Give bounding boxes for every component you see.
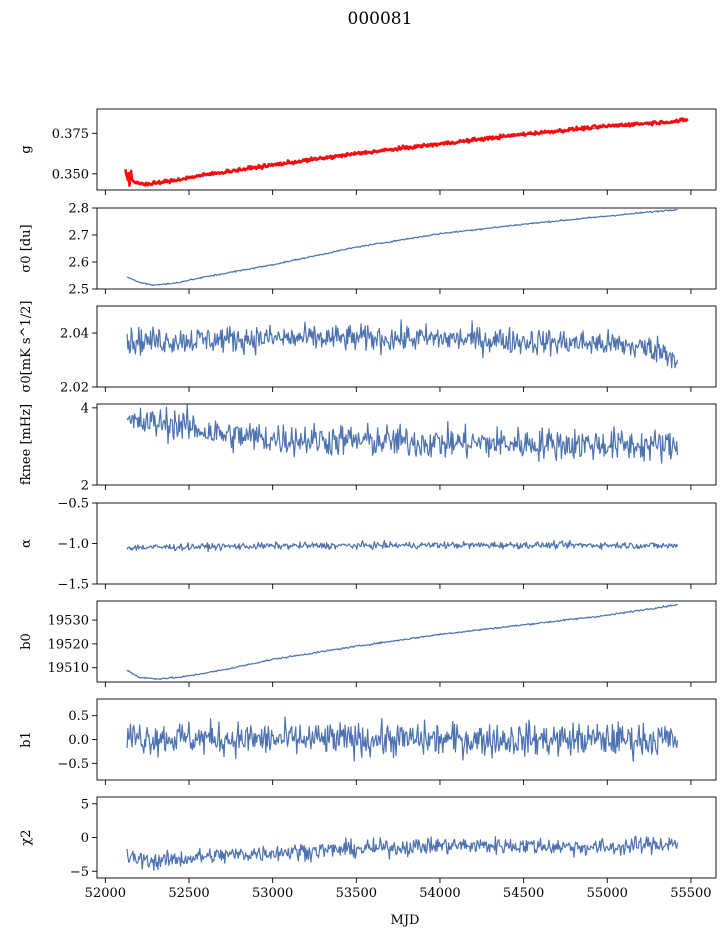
panel-g: 0.350 0.375 g (19, 108, 717, 195)
y-tick-label-fknee: 4 (81, 401, 89, 416)
series-line-sigma0-du-0 (126, 209, 678, 287)
series-line-alpha-0 (126, 539, 679, 553)
y-axis-label-sigma0-mk: σ0[mK s^1/2] (19, 301, 34, 393)
figure-title: 000081 (348, 9, 413, 29)
series-b0-0 (126, 603, 678, 680)
y-tick-label-sigma0-du: 2.7 (68, 229, 89, 244)
axes-frame-sigma0-du (96, 207, 717, 290)
y-tick-label-b1: −0.5 (57, 757, 89, 772)
panel-fknee: 2 4 fknee [mHz] (19, 401, 717, 494)
y-tick-label-alpha: −1.0 (57, 537, 89, 552)
series-g-1 (124, 117, 689, 187)
series-sigma0-du-0 (126, 209, 678, 287)
y-tick-label-sigma0-du: 2.6 (68, 256, 89, 271)
y-axis-label-alpha: α (19, 539, 34, 548)
panel-chi2: −5 0 5 52000 52500 53000 53500 54000 54500 55000 5… (19, 796, 717, 901)
x-tick-label: 52500 (168, 886, 209, 901)
y-tick-label-g: 0.375 (52, 127, 89, 142)
y-axis-label-sigma0-du: σ0 [du] (19, 224, 34, 272)
x-tick-label: 53000 (252, 886, 293, 901)
y-tick-label-chi2: 0 (81, 831, 89, 846)
series-line-fknee-0 (126, 404, 679, 464)
series-line-chi2-0 (126, 835, 679, 871)
y-tick-label-b1: 0.5 (68, 709, 89, 724)
y-tick-label-alpha: −1.5 (57, 578, 89, 593)
series-line-b0-0 (126, 603, 678, 680)
y-axis-label-fknee: fknee [mHz] (19, 404, 34, 485)
y-tick-label-chi2: −5 (70, 865, 89, 880)
y-tick-label-b0: 19530 (48, 614, 89, 629)
y-tick-label-b0: 19510 (48, 661, 89, 676)
series-line-sigma0-mk-0 (126, 319, 679, 369)
y-axis-label-b1: b1 (19, 731, 34, 748)
x-axis-label: MJD (391, 913, 420, 928)
panel-sigma0-du: 2.5 2.6 2.7 2.8 σ0 [du] (19, 202, 717, 298)
panels: 0.350 0.375 g 2.5 2.6 2.7 2.8 σ0 [du] 2.02 2.04 σ0… (19, 108, 717, 901)
y-tick-label-sigma0-mk: 2.02 (60, 381, 89, 396)
series-chi2-0 (126, 835, 679, 871)
series-alpha-0 (126, 539, 679, 553)
y-tick-label-sigma0-du: 2.5 (68, 283, 89, 298)
axes-frame-chi2 (96, 796, 717, 879)
y-tick-label-alpha: −0.5 (57, 497, 89, 512)
x-tick-label: 53500 (336, 886, 377, 901)
y-tick-label-sigma0-mk: 2.04 (60, 327, 89, 342)
axes-frame-b0 (96, 600, 717, 683)
series-line-b1-0 (126, 716, 679, 762)
x-tick-label: 55500 (670, 886, 711, 901)
y-axis-label-g: g (19, 145, 34, 153)
panel-alpha: −1.5 −1.0 −0.5 α (19, 497, 717, 593)
panel-b1: −0.5 0.0 0.5 b1 (19, 698, 717, 785)
y-axis-label-b0: b0 (19, 633, 34, 650)
series-fknee-0 (126, 404, 679, 464)
axes-frame-sigma0-mk (96, 305, 717, 388)
series-line-g-1 (124, 117, 689, 187)
y-tick-label-sigma0-du: 2.8 (68, 202, 89, 217)
y-axis-label-chi2: χ2 (19, 829, 34, 845)
x-tick-label: 54500 (503, 886, 544, 901)
x-tick-label: 54000 (419, 886, 460, 901)
axes-frame-g (96, 108, 717, 191)
panel-b0: 19510 19520 19530 b0 (19, 600, 717, 687)
panel-sigma0-mk: 2.02 2.04 σ0[mK s^1/2] (19, 301, 717, 396)
axes-frame-fknee (96, 403, 717, 486)
y-tick-label-b1: 0.0 (68, 733, 89, 748)
x-tick-label: 55000 (587, 886, 628, 901)
y-tick-label-chi2: 5 (81, 797, 89, 812)
series-sigma0-mk-0 (126, 319, 679, 369)
y-tick-label-g: 0.350 (52, 167, 89, 182)
series-b1-0 (126, 716, 679, 762)
y-tick-label-b0: 19520 (48, 637, 89, 652)
x-tick-label: 52000 (85, 886, 126, 901)
y-tick-label-fknee: 2 (81, 479, 89, 494)
